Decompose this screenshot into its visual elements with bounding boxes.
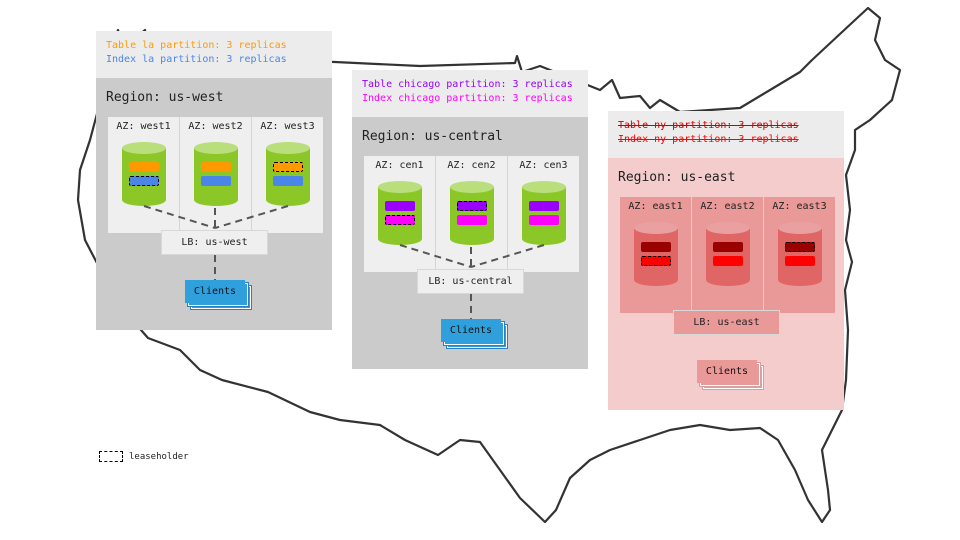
legend-label: leaseholder bbox=[129, 451, 189, 462]
az-label: AZ: east1 bbox=[628, 201, 683, 212]
index-replica bbox=[385, 215, 415, 225]
index-replica bbox=[457, 215, 487, 225]
index-replica bbox=[641, 256, 671, 266]
region-body: Region: us-west AZ: west1 AZ: west2 AZ: … bbox=[96, 78, 332, 330]
az-2: AZ: east2 bbox=[692, 197, 764, 313]
az-label: AZ: east3 bbox=[772, 201, 827, 212]
clients-stack: Clients bbox=[697, 360, 764, 390]
index-replica bbox=[201, 176, 231, 186]
region-east: Table ny partition: 3 replicas Index ny p… bbox=[608, 111, 844, 410]
clients-label: Clients bbox=[185, 280, 245, 303]
az-3: AZ: east3 bbox=[764, 197, 835, 313]
table-replica bbox=[529, 201, 559, 211]
region-title: Region: us-central bbox=[362, 129, 503, 144]
index-replica bbox=[273, 176, 303, 186]
az-label: AZ: west2 bbox=[188, 121, 243, 132]
table-replica bbox=[713, 242, 743, 252]
partition-line: Table ny partition: 3 replicas bbox=[618, 120, 799, 131]
az-1: AZ: cen1 bbox=[364, 156, 436, 272]
legend: leaseholder bbox=[99, 451, 189, 462]
database-node-icon bbox=[522, 181, 566, 245]
table-replica bbox=[785, 242, 815, 252]
az-label: AZ: cen2 bbox=[447, 160, 496, 171]
az-row: AZ: east1 AZ: east2 AZ: east3 bbox=[620, 197, 835, 313]
partition-header: Table chicago partition: 3 replicas Index… bbox=[352, 70, 588, 117]
az-label: AZ: west3 bbox=[260, 121, 315, 132]
clients-stack: Clients bbox=[441, 319, 508, 349]
clients-label: Clients bbox=[441, 319, 501, 342]
table-replica bbox=[457, 201, 487, 211]
az-1: AZ: west1 bbox=[108, 117, 180, 233]
region-west: Table la partition: 3 replicas Index la p… bbox=[96, 31, 332, 330]
load-balancer: LB: us-east bbox=[673, 310, 780, 335]
index-replica bbox=[785, 256, 815, 266]
az-2: AZ: west2 bbox=[180, 117, 252, 233]
database-node-icon bbox=[450, 181, 494, 245]
partition-line: Table chicago partition: 3 replicas bbox=[362, 79, 573, 90]
az-3: AZ: west3 bbox=[252, 117, 323, 233]
partition-line: Index ny partition: 3 replicas bbox=[618, 134, 799, 145]
az-1: AZ: east1 bbox=[620, 197, 692, 313]
partition-header: Table ny partition: 3 replicas Index ny p… bbox=[608, 111, 844, 158]
az-3: AZ: cen3 bbox=[508, 156, 579, 272]
database-node-icon bbox=[634, 222, 678, 286]
partition-header: Table la partition: 3 replicas Index la p… bbox=[96, 31, 332, 78]
az-row: AZ: west1 AZ: west2 AZ: west3 bbox=[108, 117, 323, 233]
az-row: AZ: cen1 AZ: cen2 AZ: cen3 bbox=[364, 156, 579, 272]
table-replica bbox=[641, 242, 671, 252]
table-replica bbox=[201, 162, 231, 172]
region-title: Region: us-west bbox=[106, 90, 224, 105]
database-node-icon bbox=[194, 142, 238, 206]
index-replica bbox=[713, 256, 743, 266]
table-replica bbox=[385, 201, 415, 211]
az-label: AZ: cen3 bbox=[519, 160, 568, 171]
az-2: AZ: cen2 bbox=[436, 156, 508, 272]
index-replica bbox=[529, 215, 559, 225]
database-node-icon bbox=[778, 222, 822, 286]
database-node-icon bbox=[122, 142, 166, 206]
partition-line: Table la partition: 3 replicas bbox=[106, 40, 287, 51]
database-node-icon bbox=[266, 142, 310, 206]
table-replica bbox=[129, 162, 159, 172]
table-replica bbox=[273, 162, 303, 172]
region-body: Region: us-central AZ: cen1 AZ: cen2 AZ:… bbox=[352, 117, 588, 369]
index-replica bbox=[129, 176, 159, 186]
clients-stack: Clients bbox=[185, 280, 252, 310]
az-label: AZ: east2 bbox=[700, 201, 755, 212]
region-central: Table chicago partition: 3 replicas Index… bbox=[352, 70, 588, 369]
az-label: AZ: west1 bbox=[116, 121, 171, 132]
load-balancer: LB: us-west bbox=[161, 230, 268, 255]
clients-label: Clients bbox=[697, 360, 757, 383]
region-body: Region: us-east AZ: east1 AZ: east2 AZ: … bbox=[608, 158, 844, 410]
us-map-path bbox=[76, 6, 902, 524]
region-title: Region: us-east bbox=[618, 170, 736, 185]
partition-line: Index la partition: 3 replicas bbox=[106, 54, 287, 65]
partition-line: Index chicago partition: 3 replicas bbox=[362, 93, 573, 104]
database-node-icon bbox=[378, 181, 422, 245]
database-node-icon bbox=[706, 222, 750, 286]
az-label: AZ: cen1 bbox=[375, 160, 424, 171]
leaseholder-swatch bbox=[99, 451, 123, 462]
load-balancer: LB: us-central bbox=[417, 269, 524, 294]
